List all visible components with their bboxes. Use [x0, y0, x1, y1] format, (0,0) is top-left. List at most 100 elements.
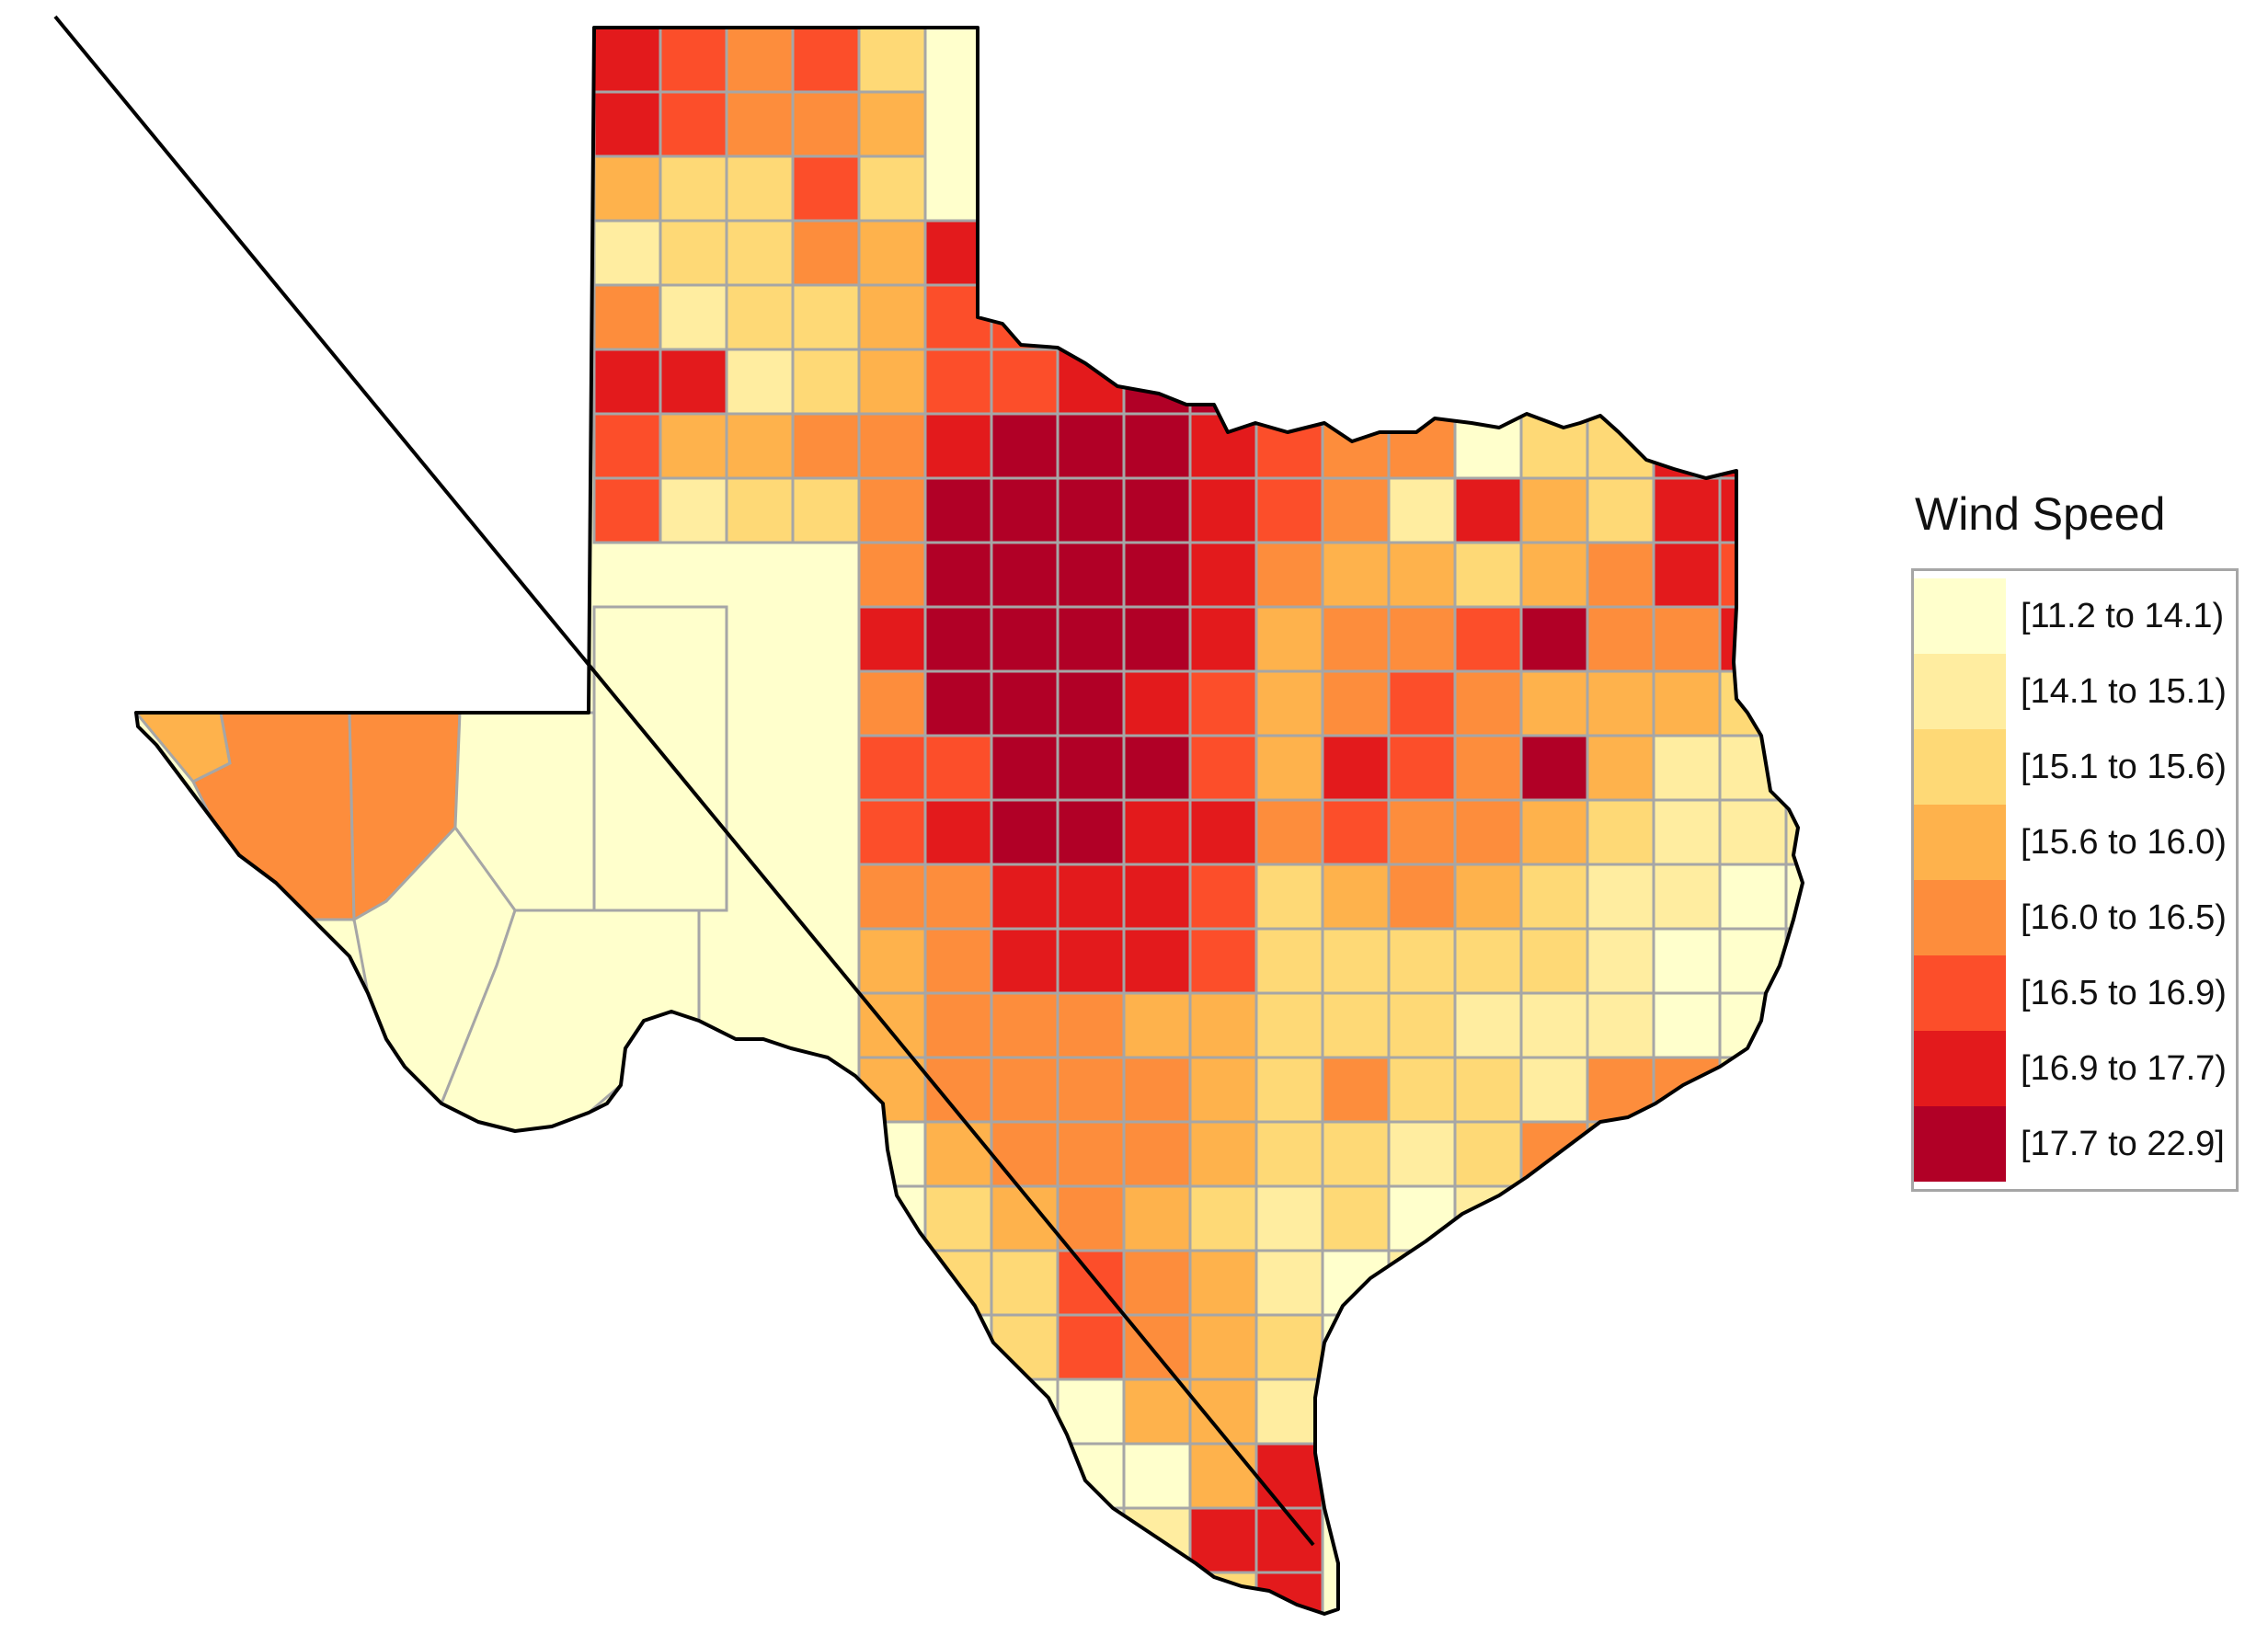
county — [1254, 541, 1324, 609]
county — [1122, 927, 1192, 995]
county — [1387, 669, 1457, 737]
county — [990, 348, 1060, 416]
county — [1387, 798, 1457, 866]
county — [592, 348, 662, 416]
county — [1122, 541, 1192, 609]
county — [592, 412, 662, 480]
county — [1453, 476, 1523, 544]
county — [1652, 541, 1722, 609]
county — [725, 154, 795, 223]
county — [1586, 991, 1655, 1059]
county — [1321, 798, 1391, 866]
county — [1321, 541, 1391, 609]
county — [1188, 1056, 1258, 1124]
county — [1519, 283, 1589, 351]
county — [1188, 927, 1258, 995]
county — [1188, 605, 1258, 673]
county — [857, 734, 927, 802]
county — [857, 476, 927, 544]
county — [990, 1313, 1060, 1381]
county — [1784, 669, 1803, 737]
county — [923, 798, 993, 866]
county — [923, 863, 993, 931]
county — [1519, 927, 1589, 995]
legend-label: [16.0 to 16.5) — [2021, 898, 2227, 937]
county — [1254, 219, 1324, 287]
county — [791, 412, 861, 480]
legend-box: [11.2 to 14.1) [14.1 to 15.1) [15.1 to 1… — [1911, 568, 2239, 1192]
county — [1056, 476, 1126, 544]
county — [1718, 734, 1788, 802]
county — [1453, 927, 1523, 995]
county — [1718, 927, 1788, 995]
county — [791, 348, 861, 416]
legend-label: [15.6 to 16.0) — [2021, 822, 2227, 862]
county — [1056, 1378, 1126, 1446]
county — [857, 412, 927, 480]
county — [1453, 991, 1523, 1059]
county — [1652, 605, 1722, 673]
county — [659, 154, 728, 223]
county — [1453, 798, 1523, 866]
county — [1321, 863, 1391, 931]
county — [1321, 1120, 1391, 1188]
county — [1453, 1184, 1523, 1252]
county — [1056, 1120, 1126, 1188]
county — [659, 219, 728, 287]
county — [1586, 798, 1655, 866]
county — [1321, 1056, 1391, 1124]
legend-label: [16.5 to 16.9) — [2021, 973, 2227, 1012]
county — [1718, 991, 1788, 1059]
county — [1056, 927, 1126, 995]
county — [1254, 1571, 1324, 1614]
county — [857, 28, 927, 94]
county — [1321, 734, 1391, 802]
county — [990, 541, 1060, 609]
county — [857, 605, 927, 673]
county — [791, 28, 861, 94]
legend-swatch — [1914, 1106, 2006, 1182]
county — [791, 154, 861, 223]
county — [1254, 669, 1324, 737]
county — [1784, 863, 1803, 931]
county — [1784, 541, 1803, 609]
county — [1586, 1120, 1655, 1188]
county — [1254, 283, 1324, 351]
county — [1453, 863, 1523, 931]
county — [1387, 1120, 1457, 1188]
county — [1586, 669, 1655, 737]
county — [1519, 605, 1589, 673]
county — [1852, 864, 1919, 929]
county — [1852, 543, 1919, 607]
county — [1519, 863, 1589, 931]
county — [1254, 1442, 1324, 1510]
county — [1652, 798, 1722, 866]
county — [1056, 991, 1126, 1059]
county — [725, 412, 795, 480]
county — [1387, 863, 1457, 931]
county — [857, 348, 927, 416]
county — [923, 348, 993, 416]
county — [1718, 412, 1788, 480]
county — [990, 927, 1060, 995]
county — [1122, 219, 1192, 287]
legend-label: [15.1 to 15.6) — [2021, 747, 2227, 786]
county — [1387, 1313, 1457, 1381]
county — [857, 90, 927, 158]
county — [1519, 1184, 1589, 1252]
county — [990, 476, 1060, 544]
county — [1188, 991, 1258, 1059]
county — [1122, 1506, 1192, 1574]
county — [1519, 991, 1589, 1059]
county — [1321, 283, 1391, 351]
county — [1254, 1378, 1324, 1446]
county — [1122, 283, 1192, 351]
county — [791, 476, 861, 544]
county — [1718, 605, 1788, 673]
county — [857, 669, 927, 737]
county — [1122, 863, 1192, 931]
county — [725, 219, 795, 287]
county — [1254, 1184, 1324, 1252]
county — [1122, 991, 1192, 1059]
county — [592, 154, 662, 223]
